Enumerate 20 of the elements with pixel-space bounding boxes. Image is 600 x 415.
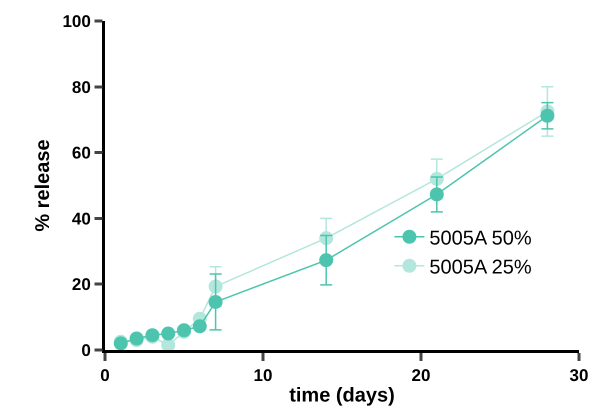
point [192,319,207,334]
x-axis-title: time (days) [289,384,395,407]
x-tick-label: 30 [570,366,588,386]
x-tick-label: 20 [412,366,430,386]
y-tick-label: 60 [72,144,91,163]
y-tick-label: 20 [72,275,91,294]
y-tick-label: 80 [72,78,91,97]
point [319,253,334,268]
y-tick-label: 100 [62,12,91,31]
point [208,294,223,309]
point [161,326,176,341]
y-tick-label: 40 [72,209,91,228]
point [430,187,444,202]
x-tick-label: 10 [254,366,272,386]
legend-label: 5005A 50% [429,228,532,250]
legend-label: 5005A 25% [429,256,532,279]
y-tick-label: 0 [81,340,91,360]
x-tick-label: 0 [100,366,110,386]
point [540,108,554,123]
y-axis-title: % release [32,139,54,232]
